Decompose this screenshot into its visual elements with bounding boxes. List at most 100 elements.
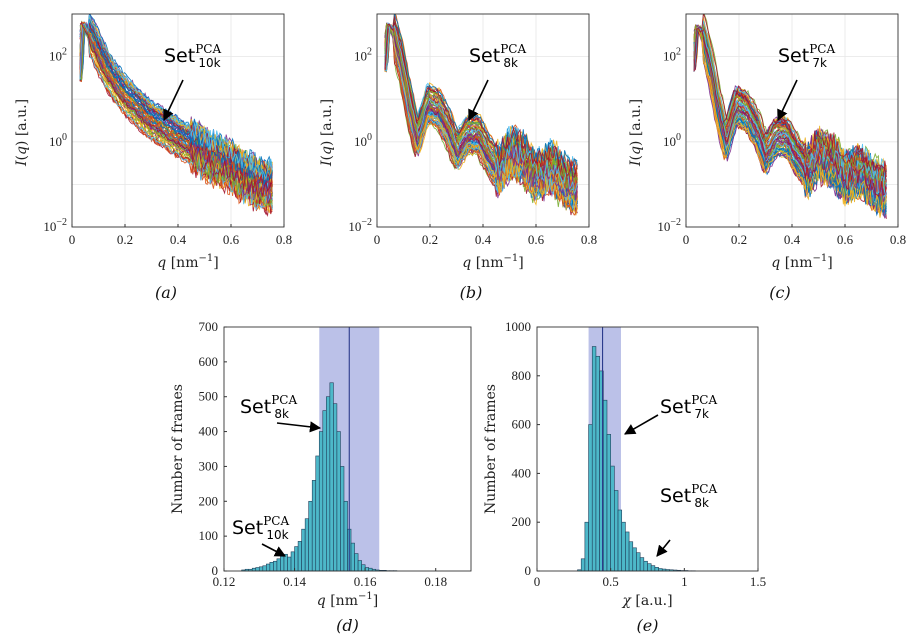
panel-e: 0 0.5 1 1.5 0 200 400 600 800 1000 χ [a.u.] Number …: [483, 319, 766, 635]
histogram-bar: [350, 542, 355, 572]
scattering-curve: [693, 26, 887, 203]
y-tick-label: 102: [663, 47, 681, 64]
x-tick-label: 0.12: [213, 574, 236, 589]
x-tick-label: 1.5: [750, 574, 766, 589]
histogram-bar: [654, 567, 659, 572]
y-tick-label: 300: [199, 458, 219, 473]
histogram-bar: [602, 399, 608, 572]
bars-e: [577, 346, 696, 572]
panel-d: 0.12 0.14 0.16 0.18 0 100 200 300 400 500 600 700 q …: [170, 319, 472, 635]
panel-b-annotation: SetPCA 8k: [469, 42, 526, 70]
scattering-curve: [79, 22, 273, 208]
caption-a: (a): [155, 283, 177, 302]
x-tick-label: 0.8: [581, 232, 597, 247]
histogram-bar: [290, 551, 295, 572]
caption-b: (b): [460, 283, 483, 302]
x-axis-label-a: q [nm−1]: [157, 253, 218, 271]
histogram-bar: [311, 480, 317, 572]
panel-b: 0 0.2 0.4 0.6 0.8 10−2 100 102 q [nm−1] I(q) [a.u…: [319, 13, 597, 302]
histogram-bar: [584, 521, 589, 572]
annotation-arrow-e-second: [656, 539, 671, 557]
x-tick-label: 0.2: [117, 232, 133, 247]
y-axis-label-b: I(q) [a.u.]: [319, 99, 335, 167]
x-tick-label: 0.6: [837, 232, 854, 247]
histogram-bar: [329, 382, 334, 572]
annotation-arrow-b: [468, 79, 489, 122]
x-tick-label: 0.16: [354, 574, 377, 589]
histogram-bar: [326, 396, 331, 572]
y-tick-label: 100: [354, 132, 372, 149]
y-tick-label: 102: [354, 47, 372, 64]
y-tick-label: 200: [199, 493, 219, 508]
histogram-bar: [606, 434, 611, 572]
scattering-curve: [79, 22, 273, 188]
annotation-arrow-d-first: [276, 421, 322, 433]
y-axis-label-c: I(q) [a.u.]: [628, 99, 644, 167]
histogram-bar: [340, 466, 345, 572]
y-tick-label: 100: [49, 132, 67, 149]
panel-e-first-annotation: SetPCA 7k: [660, 393, 717, 421]
x-tick-label: 0.8: [276, 232, 292, 247]
histogram-bar: [276, 558, 281, 572]
histogram-bar: [255, 567, 260, 572]
x-tick-label: 0: [69, 232, 76, 247]
histogram-bar: [262, 565, 267, 572]
x-tick-label: 0.4: [475, 232, 492, 247]
annotation-arrow-c: [777, 79, 798, 122]
histogram-bar: [610, 465, 615, 572]
caption-d: (d): [336, 616, 359, 635]
y-axis-label-e: Number of frames: [483, 384, 499, 514]
scattering-curve: [693, 27, 887, 197]
annotation-arrow-a: [163, 79, 184, 122]
panel-d-first-annotation: SetPCA 8k: [240, 393, 297, 421]
curves-b: [384, 14, 578, 216]
x-axis-label-d: q [nm−1]: [317, 591, 378, 609]
histogram-bar: [343, 500, 348, 572]
axes-frame-e: [536, 326, 759, 572]
scattering-curve: [79, 18, 273, 186]
histogram-bar: [354, 553, 359, 572]
x-tick-label: 0.18: [424, 574, 447, 589]
scattering-curve: [693, 27, 887, 198]
curves-a: [79, 14, 273, 217]
y-tick-label: 100: [199, 528, 219, 543]
histogram-bar: [258, 566, 264, 572]
panel-c-annotation: SetPCA 7k: [778, 42, 835, 70]
y-tick-label: 600: [199, 354, 219, 369]
x-tick-label: 0.4: [170, 232, 187, 247]
histogram-bar: [322, 410, 327, 572]
x-tick-label: 0.2: [731, 232, 747, 247]
scattering-curve: [384, 24, 578, 206]
x-tick-label: 0: [534, 574, 541, 589]
y-tick-label: 10−2: [348, 217, 372, 234]
panel-a-annotation: SetPCA 10k: [164, 42, 221, 70]
histogram-bar: [333, 403, 338, 572]
histogram-bar: [650, 565, 656, 572]
x-axis-label-e: χ [a.u.]: [621, 593, 672, 609]
histogram-bar: [617, 509, 623, 572]
caption-c: (c): [769, 283, 790, 302]
scattering-curve: [79, 14, 273, 181]
plot-area-e: [537, 327, 758, 571]
bars-d: [241, 382, 398, 572]
histogram-bar: [595, 355, 600, 572]
histogram-bar: [294, 546, 299, 572]
y-tick-label: 10−2: [657, 217, 681, 234]
x-tick-label: 0.2: [422, 232, 438, 247]
curves-c: [693, 14, 887, 219]
x-axis-label-c: q [nm−1]: [771, 253, 832, 271]
scattering-curve: [384, 16, 578, 179]
histogram-bar: [614, 490, 619, 572]
scattering-curve: [693, 14, 887, 182]
histogram-bar: [336, 431, 341, 572]
x-tick-label: 0.6: [528, 232, 545, 247]
scattering-curve: [384, 14, 578, 179]
histogram-bar: [588, 424, 593, 572]
x-tick-label: 0.5: [603, 574, 619, 589]
x-tick-label: 0.14: [283, 574, 306, 589]
x-tick-label: 0.4: [784, 232, 801, 247]
y-tick-label: 400: [512, 465, 532, 480]
panel-d-second-annotation: SetPCA 10k: [232, 514, 289, 542]
histogram-bar: [580, 558, 586, 572]
